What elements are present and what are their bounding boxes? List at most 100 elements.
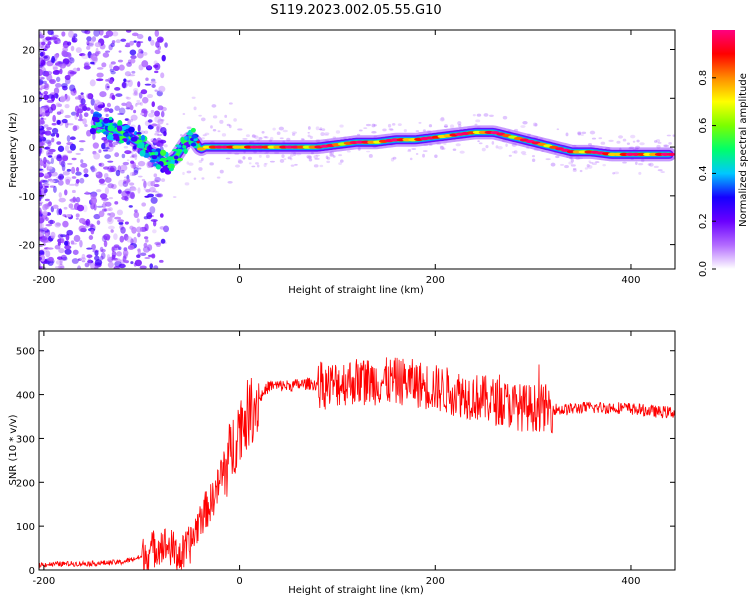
spectrogram-speckle [307,126,311,130]
spectrogram-noise-blob [69,84,76,92]
spectrogram-noise-blob [137,232,141,238]
spectrogram-noise-blob [147,93,154,99]
spectrogram-speckle [282,129,288,133]
spectrogram-noise-blob [62,44,69,49]
spectrogram-noise-blob [71,176,77,179]
spectrogram-noise-blob [62,155,69,162]
spectrogram-noise-blob [132,161,136,170]
spectrogram-noise-blob [89,79,96,87]
spectrogram-noise-blob [128,182,135,186]
spectrogram-noise-blob [39,62,43,69]
spectrogram-speckle [314,157,320,160]
spectrogram-noise-blob [61,164,66,172]
spectrogram-noise-blob [130,58,136,64]
spectrogram-ridge-blob [154,151,159,156]
spectrogram-noise-blob [75,152,81,155]
spectrogram-noise-blob [56,119,61,125]
spectrogram-speckle [663,144,668,148]
spectrogram-noise-blob [54,265,63,269]
spectrogram-speckle [307,131,310,134]
spectrogram-speckle [387,123,392,128]
spectrogram-speckle [663,144,670,148]
spectrogram-speckle [403,129,407,133]
spectrogram-speckle [555,155,560,159]
spectrogram-noise-blob [140,112,145,116]
spectrogram-noise-blob [154,193,162,198]
spectrogram-noise-blob [136,102,142,105]
spectrogram-noise-blob [109,212,116,218]
spectrogram-noise-blob [125,107,131,110]
spectrogram-noise-blob [157,105,164,111]
spectrogram-noise-blob [105,50,111,53]
spectrogram-noise-blob [136,226,143,233]
spectrogram-noise-blob [136,254,141,258]
spectrogram-noise-blob [75,167,80,173]
spectrogram-speckle [180,133,183,137]
x-tick-label: 0 [236,275,242,286]
spectrogram-noise-blob [79,257,87,261]
spectrogram-ridge-blob [103,117,110,124]
spectrogram-speckle [269,136,274,141]
spectrogram-noise-blob [50,31,55,36]
spectrogram-speckle [600,141,606,145]
spectrogram-noise-blob [136,41,141,48]
spectrogram-ridge-blob [184,135,188,140]
colorbar-tick-label: 0.8 [698,70,709,86]
spectrogram-noise-blob [41,41,46,46]
spectrogram-speckle [234,164,241,168]
spectrogram-noise-blob [94,51,99,57]
spectrogram-speckle [653,140,658,143]
spectrogram-speckle [329,153,334,158]
spectrogram-speckle [579,169,583,173]
spectrogram-noise-blob [147,244,153,251]
spectrogram-speckle [315,126,320,131]
spectrogram-noise-blob [39,207,42,215]
spectrogram-speckle [211,104,217,108]
y-tick-label: 10 [22,94,35,105]
spectrogram-noise-blob [106,254,111,260]
spectrogram-speckle [366,150,371,153]
spectrogram-noise-blob [43,94,49,101]
spectrogram-noise-blob [90,98,95,106]
y-tick-label: 0 [29,143,35,154]
spectrogram-noise-blob [136,218,140,223]
spectrogram-noise-blob [66,229,74,236]
spectrogram-noise-blob [71,157,77,161]
spectrogram-speckle [191,96,196,99]
spectrogram-noise-blob [39,135,42,144]
spectrogram-noise-blob [39,158,43,162]
spectrogram-speckle [648,162,654,167]
spectrogram-speckle [371,123,376,128]
spectrogram-speckle [439,145,444,148]
spectrogram-noise-blob [161,54,166,62]
spectrogram-noise-blob [64,103,70,109]
spectrogram-speckle [550,162,556,167]
spectrogram-noise-blob [44,198,50,202]
spectrogram-ridge-blob [186,132,194,136]
spectrogram-noise-blob [129,49,137,56]
spectrogram-speckle [184,182,190,186]
spectrogram-noise-blob [46,149,50,157]
spectrogram-speckle [252,134,255,138]
spectrogram-noise-blob [155,41,160,48]
spectrogram-noise-blob [62,171,70,176]
spectrogram-noise-blob [119,235,125,243]
spectrogram-speckle [491,141,495,145]
spectrogram-noise-blob [103,107,108,113]
spectrogram-speckle [450,124,455,129]
spectrogram-noise-blob [156,36,164,43]
spectrogram-speckle [653,165,659,169]
spectrogram-noise-blob [154,241,162,246]
spectrogram-speckle [283,158,287,161]
spectrogram-noise-blob [95,172,99,176]
spectrogram-speckle [632,140,636,143]
spectrogram-noise-blob [86,254,93,259]
spectrogram-noise-blob [104,177,112,183]
spectrogram-noise-blob [106,102,112,108]
spectrogram-noise-blob [123,179,127,184]
spectrogram-speckle [319,127,323,131]
spectrogram-noise-blob [164,42,168,48]
spectrogram-noise-blob [44,185,49,188]
spectrogram-noise-blob [146,212,153,220]
spectrogram-noise-blob [152,220,157,227]
